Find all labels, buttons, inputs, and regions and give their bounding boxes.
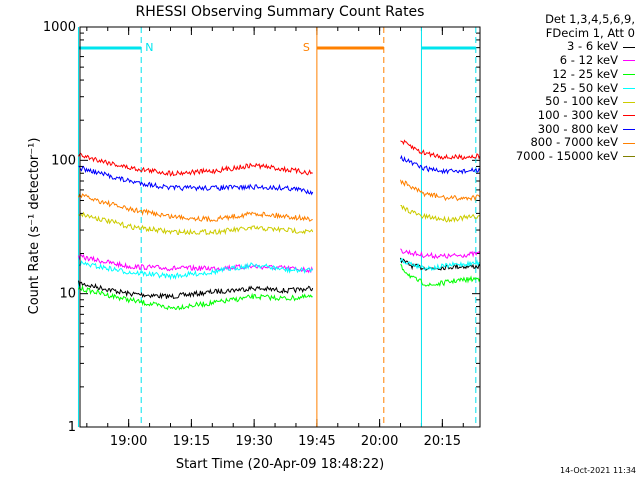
series-line bbox=[400, 139, 481, 161]
legend-label: 100 - 300 keV bbox=[537, 107, 618, 122]
x-tick-label: 20:00 bbox=[361, 434, 398, 449]
series-line bbox=[78, 193, 313, 223]
series-line bbox=[400, 179, 481, 202]
series-line bbox=[400, 204, 481, 223]
legend-label: 3 - 6 keV bbox=[567, 39, 618, 54]
series-line bbox=[400, 264, 481, 287]
legend-swatch bbox=[623, 128, 635, 130]
legend-swatch bbox=[623, 87, 635, 89]
x-tick-label: 19:00 bbox=[110, 434, 147, 449]
y-tick-label: 10 bbox=[59, 287, 76, 302]
interval-label: N bbox=[145, 41, 153, 54]
legend-header-decimation: FDecim 1, Att 0 bbox=[545, 25, 635, 40]
legend-label: 6 - 12 keV bbox=[559, 53, 618, 68]
legend-entry: 100 - 300 keV bbox=[483, 107, 635, 123]
series-line bbox=[400, 257, 481, 271]
legend-swatch bbox=[623, 74, 635, 76]
series-line bbox=[400, 248, 481, 260]
y-axis-label: Count Rate (s⁻¹ detector⁻¹) bbox=[27, 138, 42, 315]
legend: Det 1,3,4,5,6,9, FDecim 1, Att 0 3 - 6 k… bbox=[483, 12, 635, 164]
legend-entry: 6 - 12 keV bbox=[483, 53, 635, 68]
y-tick-label: 1 bbox=[68, 420, 76, 435]
legend-entry: 25 - 50 keV bbox=[483, 80, 635, 96]
series-line bbox=[400, 154, 481, 175]
legend-swatch bbox=[623, 46, 635, 48]
legend-label: 300 - 800 keV bbox=[537, 121, 618, 136]
series-line bbox=[78, 284, 313, 311]
series-line bbox=[78, 165, 314, 196]
series-line bbox=[78, 280, 314, 300]
y-tick-label: 1000 bbox=[43, 20, 76, 35]
legend-label: 7000 - 15000 keV bbox=[515, 149, 618, 164]
legend-swatch bbox=[623, 101, 635, 103]
interval-label: S bbox=[303, 41, 310, 54]
legend-swatch bbox=[623, 156, 635, 158]
x-tick-label: 19:30 bbox=[235, 434, 272, 449]
legend-swatch bbox=[623, 60, 635, 62]
legend-entry: 7000 - 15000 keV bbox=[483, 149, 635, 164]
plot-frame bbox=[79, 26, 481, 428]
x-axis-label: Start Time (20-Apr-09 18:48:22) bbox=[176, 457, 384, 472]
legend-entry: 800 - 7000 keV bbox=[483, 136, 635, 150]
generation-timestamp: 14-Oct-2021 11:34 bbox=[560, 466, 636, 475]
series-line bbox=[78, 152, 313, 177]
legend-entry: 12 - 25 keV bbox=[483, 66, 635, 82]
legend-label: 800 - 7000 keV bbox=[530, 135, 618, 150]
x-tick-label: 19:15 bbox=[173, 434, 210, 449]
series-line bbox=[78, 211, 314, 236]
y-tick-label: 100 bbox=[51, 153, 76, 168]
x-tick-label: 20:15 bbox=[424, 434, 461, 449]
series-line bbox=[78, 260, 314, 281]
legend-header-detectors: Det 1,3,4,5,6,9, bbox=[545, 12, 635, 26]
legend-swatch bbox=[623, 142, 635, 144]
legend-label: 12 - 25 keV bbox=[552, 66, 618, 81]
legend-entry: 50 - 100 keV bbox=[483, 95, 635, 109]
legend-entry: 300 - 800 keV bbox=[483, 121, 635, 137]
x-tick-label: 19:45 bbox=[298, 434, 335, 449]
legend-swatch bbox=[623, 115, 635, 117]
chart-title: RHESSI Observing Summary Count Rates bbox=[136, 4, 425, 20]
series-line bbox=[78, 253, 314, 274]
legend-label: 50 - 100 keV bbox=[545, 94, 618, 109]
legend-entry: 3 - 6 keV bbox=[483, 40, 635, 54]
legend-label: 25 - 50 keV bbox=[552, 80, 618, 95]
